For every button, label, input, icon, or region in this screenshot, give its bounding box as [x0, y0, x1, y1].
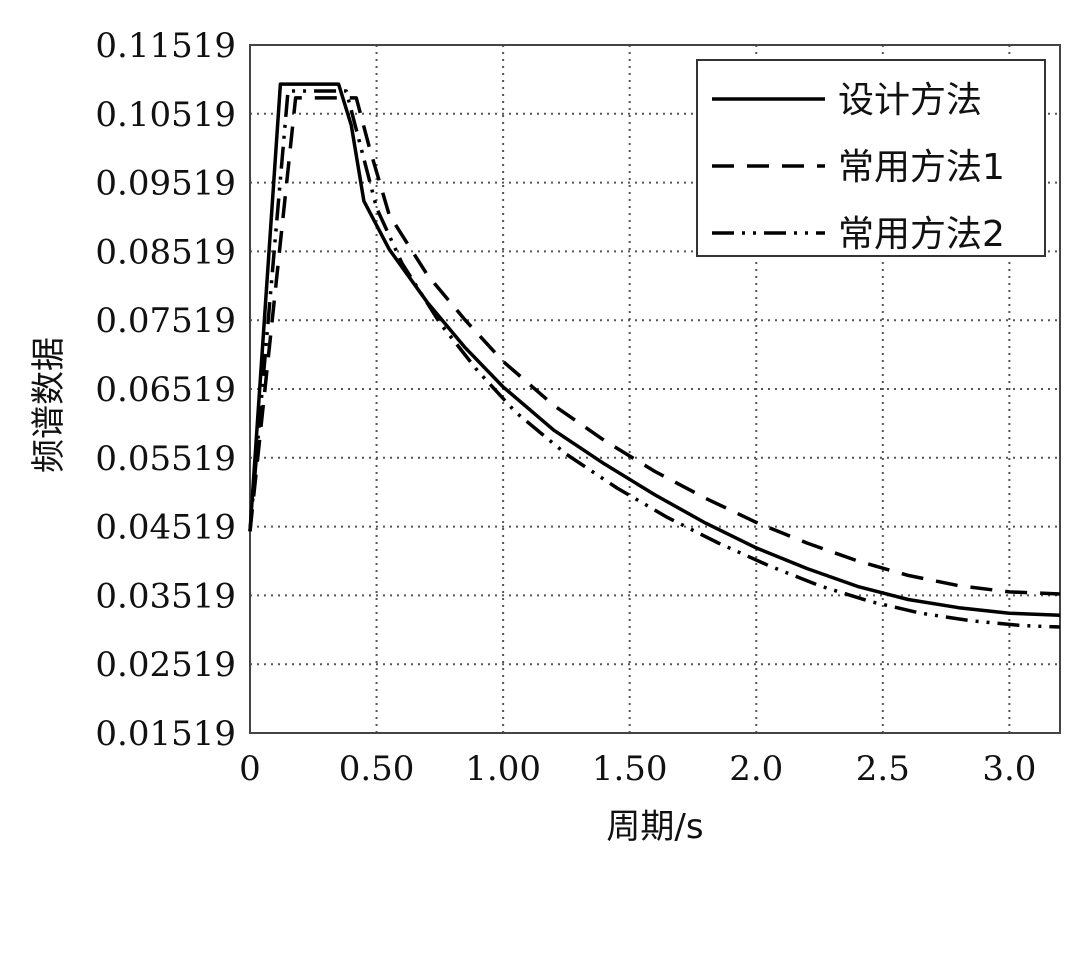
- legend-label-2: 常用方法1: [838, 147, 1005, 188]
- series-line-1: [248, 82, 1061, 618]
- plot-frame: [249, 44, 1061, 734]
- x-tick-label: 0: [239, 749, 261, 789]
- series-layer: [248, 82, 1061, 629]
- legend: 设计方法 常用方法1 常用方法2: [696, 59, 1046, 257]
- legend-label-1: 设计方法: [838, 80, 982, 121]
- x-tick-label: 2.5: [856, 749, 910, 789]
- y-tick-label: 0.08519: [95, 232, 236, 272]
- y-tick-label: 0.05519: [95, 439, 236, 479]
- y-tick-label: 0.09519: [95, 164, 236, 204]
- x-axis-label: 周期/s: [606, 807, 703, 847]
- y-tick-label: 0.01519: [95, 714, 236, 754]
- y-tick-label: 0.02519: [95, 645, 236, 685]
- x-tick-labels: 0 0.50 1.00 1.50 2.0 2.5 3.0: [239, 749, 1036, 789]
- y-tick-labels: 0.11519 0.10519 0.09519 0.08519 0.07519 0.065…: [95, 26, 236, 754]
- x-tick-label: 1.00: [465, 749, 541, 789]
- y-axis-label: 频谱数据: [29, 337, 69, 473]
- x-tick-label: 2.0: [729, 749, 783, 789]
- y-tick-label: 0.10519: [95, 95, 236, 135]
- series-line-2: [248, 96, 1061, 596]
- legend-box: [696, 59, 1046, 257]
- x-tick-label: 0.50: [339, 749, 415, 789]
- y-tick-label: 0.03519: [95, 576, 236, 616]
- y-tick-label: 0.06519: [95, 370, 236, 410]
- x-tick-label: 3.0: [982, 749, 1036, 789]
- y-tick-label: 0.07519: [95, 301, 236, 341]
- legend-label-3: 常用方法2: [838, 214, 1005, 255]
- series-line-3: [248, 89, 1061, 629]
- x-tick-label: 1.50: [592, 749, 668, 789]
- y-tick-label: 0.11519: [95, 26, 236, 66]
- y-tick-label: 0.04519: [95, 508, 236, 548]
